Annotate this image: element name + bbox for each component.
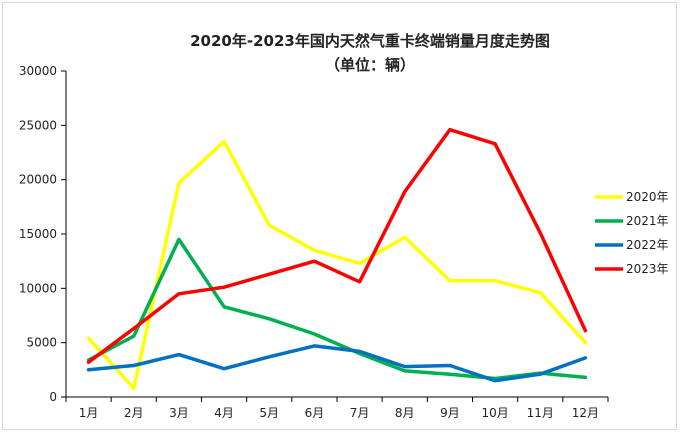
y-tick-label: 5000 (26, 336, 57, 350)
series-line-2020年 (86, 139, 588, 391)
series-layer (86, 127, 588, 391)
chart-title: 2020年-2023年国内天然气重卡终端销量月度走势图 (190, 32, 550, 50)
chart-frame (2, 2, 677, 430)
series-line-2022年 (86, 344, 588, 383)
y-tick-label: 10000 (19, 281, 57, 295)
x-tick-label: 5月 (259, 406, 279, 420)
legend-label: 2021年 (626, 214, 669, 228)
x-tick-label: 11月 (527, 406, 554, 420)
x-tick-label: 4月 (214, 406, 234, 420)
y-tick-label: 20000 (19, 173, 57, 187)
x-tick-label: 12月 (572, 406, 599, 420)
y-tick-label: 25000 (19, 118, 57, 132)
x-tick-label: 8月 (395, 406, 415, 420)
legend-label: 2020年 (626, 190, 669, 204)
y-tick-label: 0 (49, 390, 57, 404)
x-tick-label: 2月 (124, 406, 144, 420)
legend: 2020年 2021年 2022年 2023年 (595, 190, 669, 276)
x-tick-label: 7月 (350, 406, 370, 420)
chart-subtitle: （单位：辆） (325, 56, 415, 74)
x-tick-label: 1月 (79, 406, 99, 420)
x-tick-label: 9月 (440, 406, 460, 420)
series-line-2021年 (86, 237, 588, 381)
legend-label: 2022年 (626, 238, 669, 252)
axes: 0 5000 10000 15000 20000 25000 30000 1月 2月 3月 4月 5月… (19, 64, 609, 420)
x-tick-label: 3月 (169, 406, 189, 420)
x-tick-label: 6月 (305, 406, 325, 420)
y-tick-label: 30000 (19, 64, 57, 78)
legend-label: 2023年 (626, 262, 669, 276)
y-tick-label: 15000 (19, 227, 57, 241)
x-tick-label: 10月 (481, 406, 508, 420)
series-line-2023年 (86, 127, 588, 364)
